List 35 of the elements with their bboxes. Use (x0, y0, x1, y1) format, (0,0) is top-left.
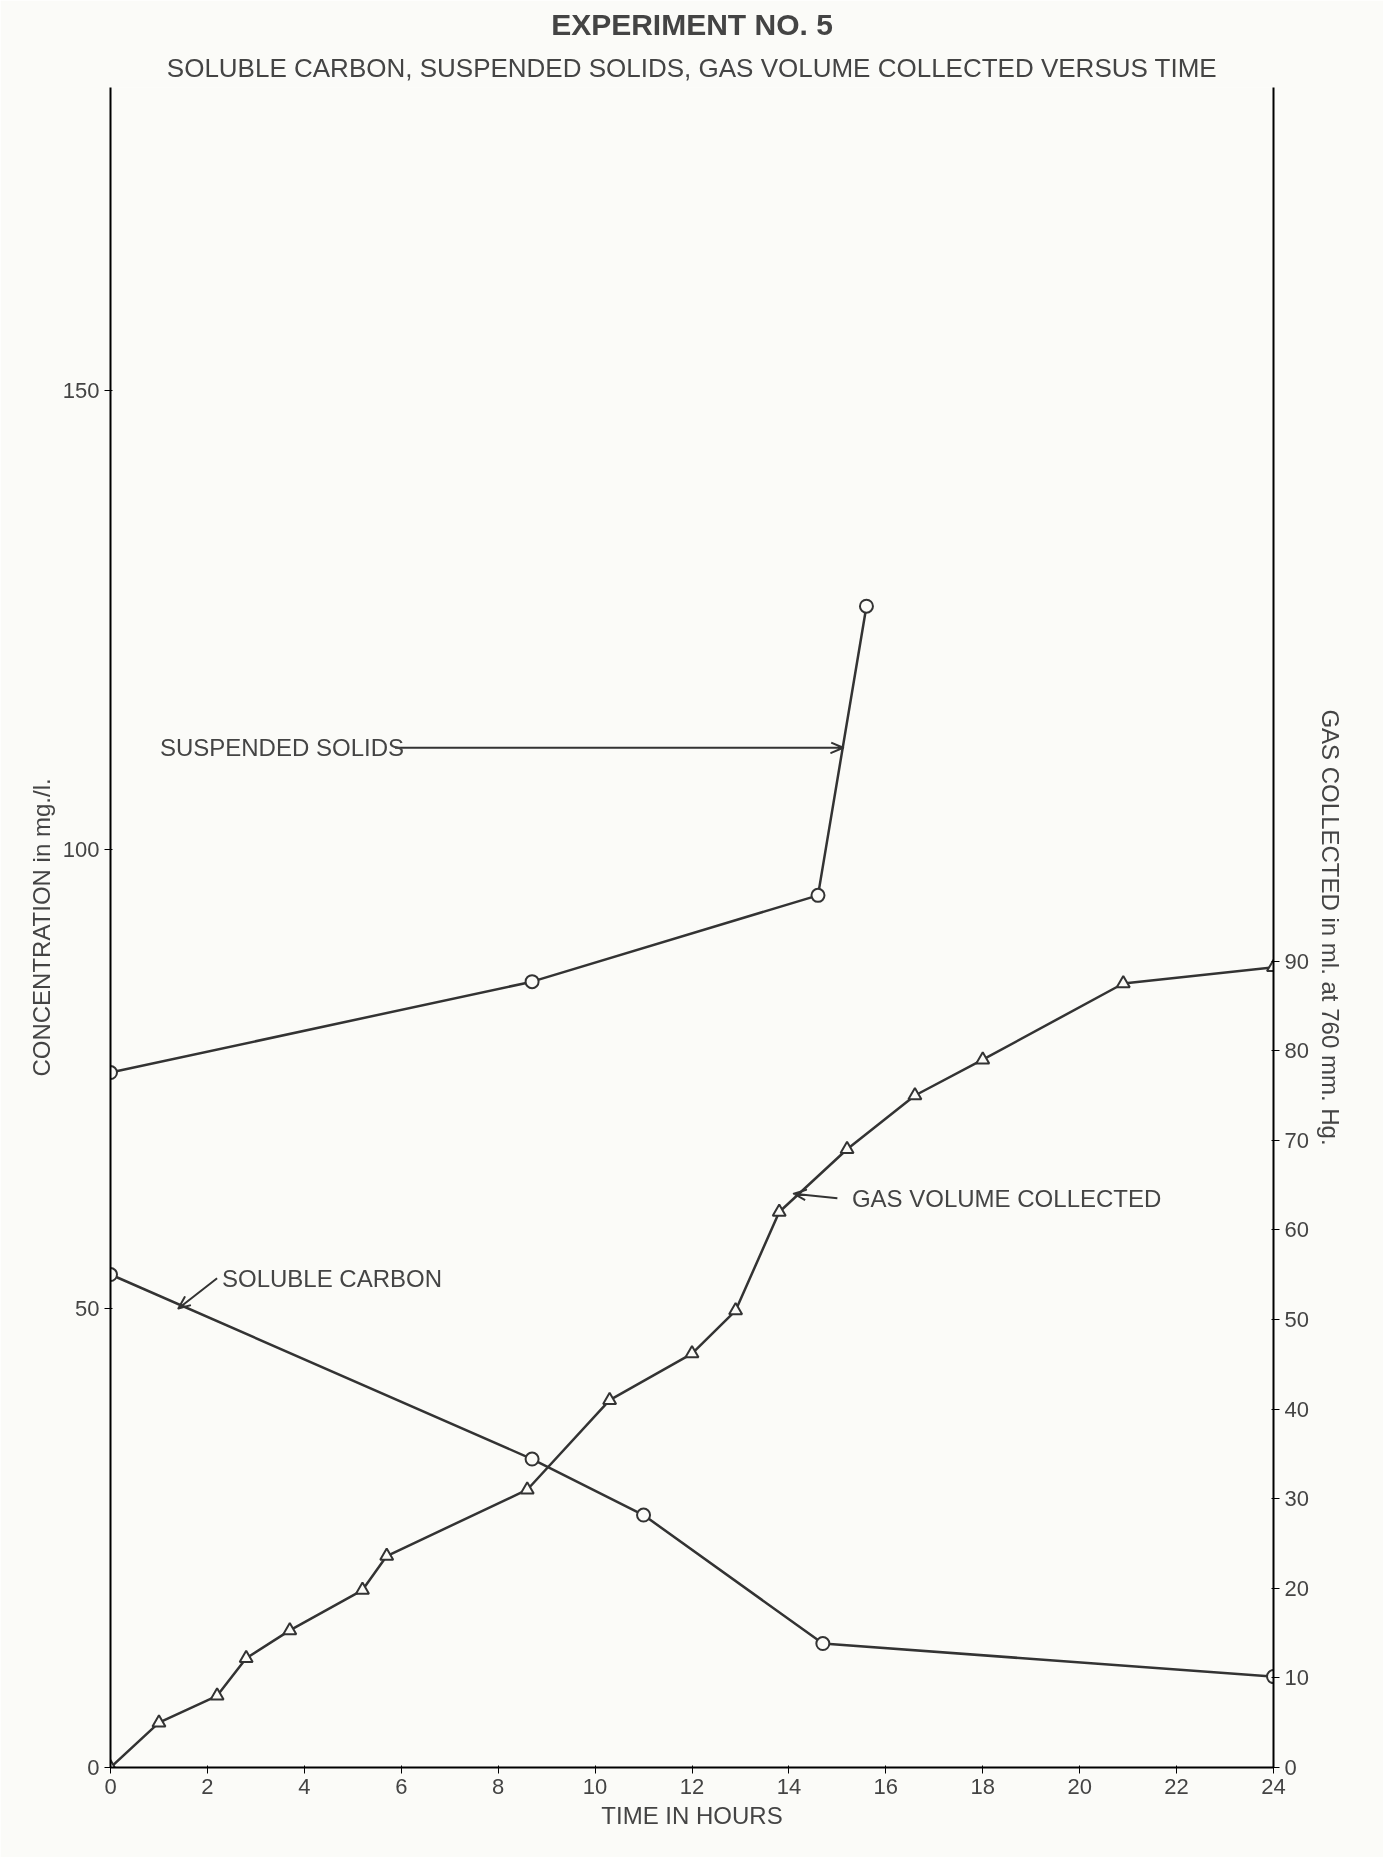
y2-tick-label: 70 (1284, 1127, 1309, 1153)
y-axis-title: CONCENTRATION in mg./l. (27, 778, 55, 1077)
x-tick-label: 2 (201, 1773, 214, 1799)
y2-tick-label: 40 (1284, 1396, 1309, 1422)
y2-tick-label: 30 (1284, 1486, 1309, 1512)
x-tick-label: 12 (679, 1773, 705, 1799)
annotation: SUSPENDED SOLIDS (159, 734, 405, 762)
x-tick-label: 14 (776, 1773, 802, 1799)
chart-subtitle: SOLUBLE CARBON, SUSPENDED SOLIDS, GAS VOLUME COLLECTED VERSUS TIME (166, 52, 1217, 83)
y2-tick-label: 60 (1284, 1217, 1309, 1243)
y2-tick-label: 80 (1284, 1038, 1309, 1064)
y2-tick-label: 20 (1284, 1575, 1309, 1601)
y-tick-label: 50 (75, 1295, 100, 1321)
annotation: GAS VOLUME COLLECTED (851, 1184, 1162, 1212)
y-tick-label: 100 (62, 836, 100, 862)
y-tick-label: 150 (62, 377, 100, 403)
y2-tick-label: 90 (1284, 948, 1309, 974)
x-tick-label: 8 (492, 1773, 505, 1799)
y2-tick-label: 10 (1284, 1665, 1309, 1691)
x-tick-label: 16 (873, 1773, 899, 1799)
x-tick-label: 20 (1067, 1773, 1092, 1799)
y2-axis-title: GAS COLLECTED in ml. at 760 mm. Hg. (1316, 709, 1344, 1146)
x-tick-label: 0 (104, 1773, 117, 1799)
x-tick-label: 10 (582, 1773, 608, 1799)
y2-tick-label: 0 (1284, 1755, 1297, 1780)
x-tick-label: 22 (1164, 1773, 1189, 1799)
y2-tick-label: 50 (1284, 1307, 1309, 1332)
x-tick-label: 6 (395, 1773, 408, 1799)
annotation: SOLUBLE CARBON (221, 1264, 443, 1292)
x-tick-label: 4 (298, 1773, 311, 1799)
x-tick-label: 24 (1261, 1773, 1286, 1799)
y-tick-label: 0 (87, 1755, 100, 1780)
chart-title: EXPERIMENT NO. 5 (551, 7, 833, 41)
x-tick-label: 18 (970, 1773, 995, 1799)
x-axis-title: TIME IN HOURS (601, 1801, 783, 1829)
